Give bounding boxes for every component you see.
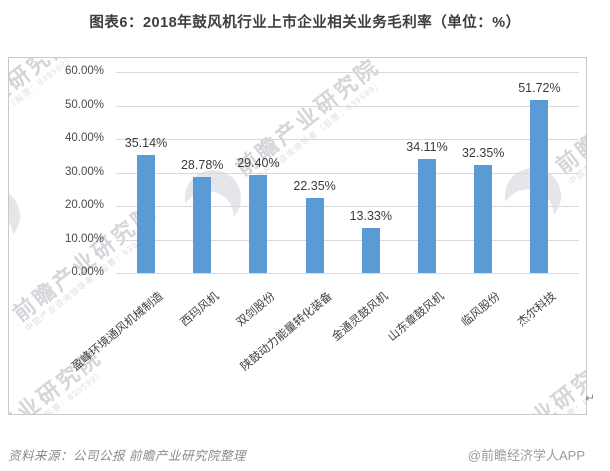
x-axis-category-label: 金通灵鼓风机	[329, 290, 391, 344]
y-axis-tick-label: 30.00%	[64, 165, 104, 178]
bar	[361, 228, 380, 273]
source-note: 资料来源：公司公报 前瞻产业研究院整理	[8, 449, 246, 463]
y-axis-tick-label: 40.00%	[64, 132, 104, 144]
chart-title: 图表6：2018年鼓风机行业上市企业相关业务毛利率（单位：%）	[89, 15, 521, 31]
bar-value-label: 51.72%	[518, 80, 561, 95]
gridline	[116, 72, 579, 73]
bar-value-label: 32.35%	[461, 145, 505, 160]
y-axis-tick-label: 0.00%	[71, 266, 104, 278]
bar-value-label: 22.35%	[293, 179, 336, 194]
bar-value-label: 28.78%	[180, 157, 224, 172]
gridline	[116, 139, 579, 140]
x-axis-category-label: 西玛风机	[178, 290, 222, 330]
x-axis-category-label: 杰尔科技	[516, 290, 560, 330]
bar	[137, 155, 155, 273]
attribution: @前瞻经济学人APP	[467, 448, 585, 463]
gridline	[116, 172, 579, 174]
bar-value-label: 34.11%	[406, 139, 448, 154]
return-mark: ↵	[585, 391, 596, 405]
plot-area: 60.00% 50.00% 40.00% 30.00% 20.00% 10.00% 0.00…	[9, 58, 586, 414]
x-axis-category-label: 双剑股份	[235, 290, 279, 330]
bar	[418, 158, 436, 273]
y-axis-tick-label: 50.00%	[64, 98, 104, 111]
bar-value-label: 35.14%	[124, 136, 168, 151]
bar	[474, 164, 493, 273]
x-axis-category-label: 盈峰环境通风机械制造	[69, 290, 166, 374]
bar	[530, 99, 549, 273]
gridline	[116, 239, 579, 241]
y-axis-tick-label: 20.00%	[64, 199, 104, 211]
bar	[193, 176, 212, 273]
bar-value-label: 29.40%	[237, 155, 280, 170]
x-axis-category-label: 山东章鼓风机	[386, 290, 447, 344]
bar	[249, 174, 268, 273]
gridline	[116, 273, 579, 274]
x-axis-category-label: 临风股份	[459, 290, 503, 330]
chart-frame: 前瞻产业研究院 中国产业咨询领导者（股票：839599） 前瞻产业研究院 中国产业咨询…	[8, 57, 587, 415]
y-axis-tick-label: 10.00%	[64, 232, 104, 245]
y-axis-tick-label: 60.00%	[64, 65, 104, 77]
bar	[305, 198, 324, 273]
gridline	[116, 206, 579, 207]
bar-value-label: 13.33%	[349, 209, 392, 224]
gridline	[116, 105, 579, 107]
